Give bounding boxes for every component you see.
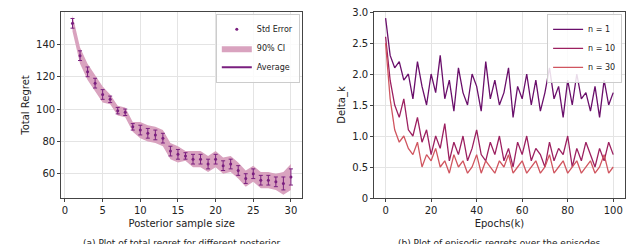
svg-text:20: 20 bbox=[209, 205, 222, 216]
svg-text:60: 60 bbox=[42, 168, 55, 179]
svg-text:140: 140 bbox=[36, 39, 55, 50]
svg-text:Posterior sample size: Posterior sample size bbox=[129, 218, 235, 229]
svg-text:1.5: 1.5 bbox=[352, 100, 368, 111]
svg-text:80: 80 bbox=[42, 136, 55, 147]
svg-text:40: 40 bbox=[470, 205, 483, 216]
svg-text:n = 30: n = 30 bbox=[588, 63, 615, 72]
svg-text:10: 10 bbox=[134, 205, 147, 216]
svg-text:90% CI: 90% CI bbox=[257, 44, 285, 53]
svg-text:0: 0 bbox=[362, 193, 368, 204]
svg-text:n = 1: n = 1 bbox=[588, 25, 610, 34]
svg-text:Epochs(k): Epochs(k) bbox=[475, 218, 525, 229]
svg-text:(a) Plot of total regret for d: (a) Plot of total regret for different p… bbox=[83, 238, 280, 244]
svg-text:100: 100 bbox=[604, 205, 623, 216]
svg-text:60: 60 bbox=[516, 205, 529, 216]
svg-text:15: 15 bbox=[172, 205, 185, 216]
svg-text:30: 30 bbox=[285, 205, 298, 216]
svg-text:20: 20 bbox=[425, 205, 438, 216]
svg-text:2.5: 2.5 bbox=[352, 38, 368, 49]
svg-text:80: 80 bbox=[561, 205, 574, 216]
svg-text:0: 0 bbox=[382, 205, 388, 216]
svg-text:25: 25 bbox=[247, 205, 260, 216]
svg-text:5: 5 bbox=[99, 205, 105, 216]
svg-text:100: 100 bbox=[36, 104, 55, 115]
svg-text:2.0: 2.0 bbox=[352, 69, 368, 80]
svg-text:n = 10: n = 10 bbox=[588, 44, 615, 53]
svg-text:Total Regret: Total Regret bbox=[20, 75, 31, 136]
svg-text:0: 0 bbox=[62, 205, 68, 216]
svg-text:(b) Plot of episodic regrets o: (b) Plot of episodic regrets over the ep… bbox=[398, 238, 601, 244]
svg-text:120: 120 bbox=[36, 71, 55, 82]
svg-text:Average: Average bbox=[257, 63, 290, 72]
svg-text:0.5: 0.5 bbox=[352, 162, 368, 173]
svg-text:Std Error: Std Error bbox=[257, 25, 293, 34]
svg-text:3.0: 3.0 bbox=[352, 7, 368, 18]
svg-text:Delta_k: Delta_k bbox=[336, 86, 348, 124]
svg-text:1.0: 1.0 bbox=[352, 131, 368, 142]
